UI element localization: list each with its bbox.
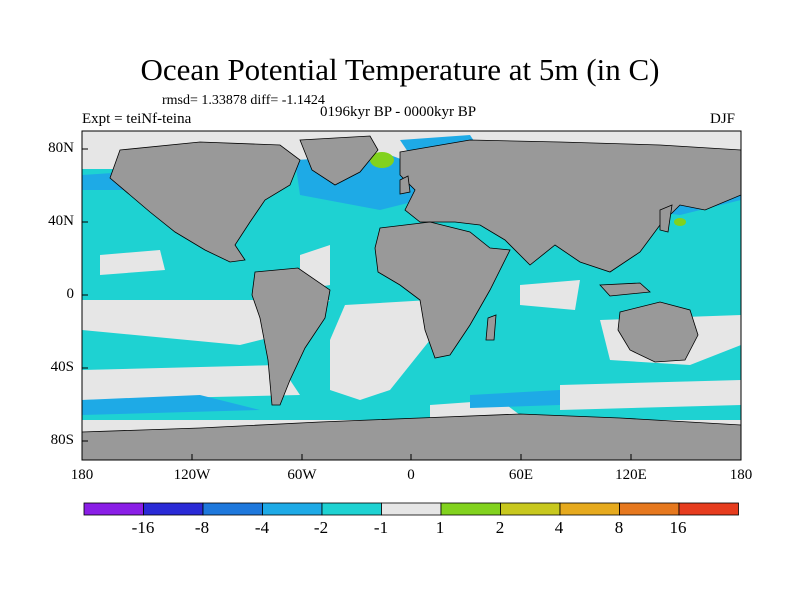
colorbar-swatch	[619, 502, 680, 516]
land-masses	[82, 135, 741, 460]
map-plot	[82, 131, 741, 460]
colorbar-swatch	[678, 502, 739, 516]
lat-tick: 80N	[48, 140, 74, 156]
colorbar-swatch	[202, 502, 263, 516]
lon-tick: 60E	[508, 467, 534, 483]
colorbar-swatch	[559, 502, 620, 516]
colorbar-label: -16	[131, 518, 155, 537]
colorbar-swatch	[381, 502, 442, 516]
lon-tick: 180	[70, 467, 94, 483]
colorbar-label: 8	[614, 518, 624, 537]
lat-tick: 40S	[50, 359, 74, 375]
colorbar-swatch	[143, 502, 204, 516]
colorbar-label: -1	[373, 518, 389, 537]
warm-spots	[370, 152, 686, 226]
colorbar-swatch	[262, 502, 323, 516]
lon-tick: 180	[729, 467, 753, 483]
lon-tick: 60W	[287, 467, 317, 483]
season-label: DJF	[710, 111, 736, 127]
lat-tick: 0	[66, 286, 75, 302]
colorbar-swatch	[500, 502, 561, 516]
lat-tick: 80S	[50, 432, 74, 448]
colorbar-swatch	[321, 502, 382, 516]
colorbar-swatch	[83, 502, 144, 516]
chart-title: Ocean Potential Temperature at 5m (in C)	[140, 52, 660, 87]
colorbar-label: -2	[313, 518, 329, 537]
lon-tick: 0	[407, 467, 415, 483]
colorbar-swatch	[440, 502, 501, 516]
period-label: 0196kyr BP - 0000kyr BP	[320, 104, 477, 120]
colorbar-label: 2	[495, 518, 505, 537]
lon-tick: 120W	[173, 467, 211, 483]
experiment-label: Expt = teiNf-teina	[82, 111, 192, 127]
rmsd-stats: rmsd= 1.33878 diff= -1.1424	[162, 93, 325, 108]
colorbar-label: 1	[435, 518, 445, 537]
colorbar	[83, 502, 739, 516]
colorbar-label: -8	[194, 518, 210, 537]
lat-tick: 40N	[48, 213, 74, 229]
lon-tick: 120E	[615, 467, 647, 483]
colorbar-label: 4	[554, 518, 564, 537]
colorbar-label: -4	[254, 518, 270, 537]
axis-ticks	[81, 148, 742, 460]
colorbar-label: 16	[669, 518, 687, 537]
